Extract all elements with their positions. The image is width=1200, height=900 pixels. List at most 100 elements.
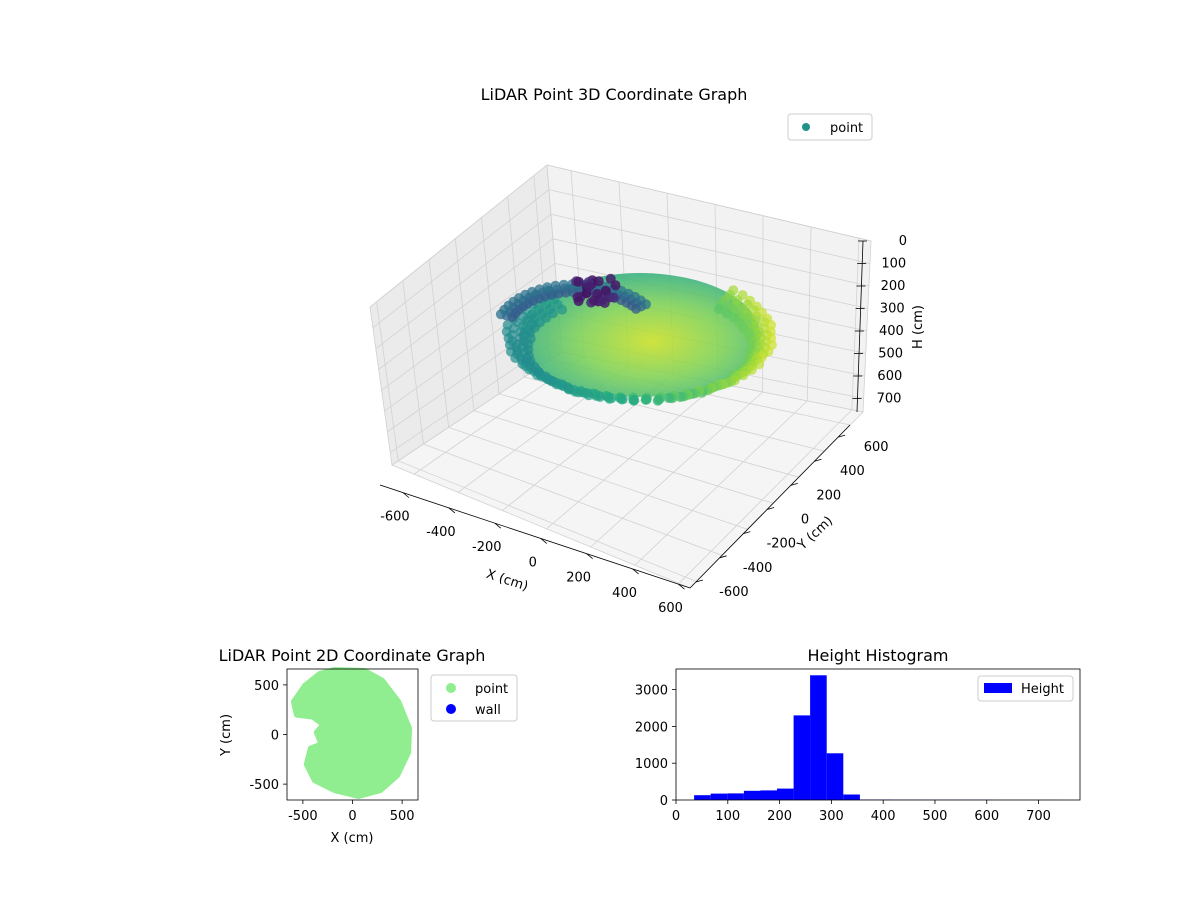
legend-box [977, 675, 1074, 702]
x-tick-label: 200 [767, 809, 792, 824]
x-tick-mark [540, 538, 547, 544]
point-marker [652, 395, 663, 406]
y-tick-label: -400 [743, 561, 773, 576]
histogram-bars [694, 675, 1059, 800]
gridline-z [372, 189, 550, 329]
gridline-x [806, 226, 812, 401]
y-tick-label: 200 [816, 488, 841, 503]
histogram-bar [826, 753, 844, 800]
histogram-title: Height Histogram [808, 646, 949, 665]
y-tick-label: 3000 [635, 684, 668, 699]
legend-2d: point wall [430, 674, 518, 722]
point-marker [593, 276, 604, 287]
y-tick-mark [814, 458, 822, 462]
x-tick-label: -200 [472, 540, 502, 555]
y-tick-mark [695, 579, 704, 583]
x-tick-label: 400 [612, 586, 637, 601]
x-tick-mark [678, 583, 685, 590]
gridline-y [448, 426, 748, 530]
y-tick-label: 0 [660, 794, 668, 809]
legend-swatch-height [984, 683, 1012, 693]
x-tick-label: -400 [426, 525, 456, 540]
chart-2d: LiDAR Point 2D Coordinate Graph -500 0 500… [219, 646, 518, 846]
legend-label-height: Height [1021, 682, 1064, 697]
y-axis-line [689, 424, 851, 589]
point-marker [641, 299, 651, 310]
y-tick-label: -600 [719, 585, 749, 600]
y-tick-mark [838, 434, 846, 438]
histogram-bar [793, 715, 811, 800]
y-axis-label-2d: Y (cm) [219, 714, 234, 757]
x-tick-label: 400 [871, 809, 896, 824]
gridline-y [398, 460, 697, 582]
x-tick-mark [448, 507, 456, 514]
x-tick-label: 300 [819, 809, 844, 824]
point-marker [610, 280, 621, 291]
z-tick-label: 0 [899, 234, 907, 249]
z-tick-label: 500 [878, 347, 903, 362]
x-tick-label: 500 [923, 809, 948, 824]
ticks-3d: -600 -400 -200 0 200 400 600 -600 -400 -200 0 200 40… [380, 234, 907, 616]
ticks-2d: -500 0 500 -500 0 500 [249, 679, 414, 824]
gridline-y [473, 410, 774, 504]
gridline-z [548, 189, 871, 264]
gridline-y [428, 259, 450, 428]
legend-label-point: point [475, 682, 508, 697]
gridline-z [369, 164, 548, 308]
z-axis-line [856, 240, 864, 413]
point-marker [557, 304, 568, 315]
legend-histogram: Height [977, 675, 1074, 702]
z-tick-label: 300 [880, 302, 905, 317]
histogram-bar [843, 794, 860, 800]
x-tick-label: -500 [288, 809, 318, 824]
gridline-z [552, 238, 868, 309]
y-tick-mark [790, 482, 798, 486]
point-marker [534, 284, 545, 295]
x-tick-mark [632, 568, 639, 575]
gridline-x [590, 391, 763, 548]
gridline-y [498, 393, 800, 478]
point-marker [557, 379, 568, 390]
y-tick-mark [766, 507, 775, 510]
gridline-y [376, 301, 399, 461]
x-tick-label: 0 [529, 555, 537, 570]
x-tick-label: 600 [974, 809, 999, 824]
point-marker [550, 280, 561, 291]
legend-3d: point [787, 113, 873, 141]
x-tick-mark [402, 492, 410, 498]
gridline-y [402, 280, 424, 445]
histogram-bar [810, 675, 827, 800]
y-tick-mark [743, 531, 751, 535]
x-axis-label-3d: X (cm) [484, 567, 530, 595]
point-marker [584, 281, 594, 292]
y-tick-label: 400 [840, 464, 865, 479]
point-marker [608, 292, 619, 303]
point-region [290, 667, 413, 799]
x-axis-label-2d: X (cm) [331, 831, 374, 846]
gridline-z [375, 213, 552, 349]
point-marker [542, 282, 553, 293]
y-tick-label: 1000 [635, 757, 668, 772]
point-marker [629, 395, 640, 405]
legend-label-wall: wall [475, 703, 501, 718]
point-marker [606, 393, 617, 404]
y-tick-mark [719, 555, 727, 559]
z-tick-label: 600 [877, 369, 902, 384]
histogram-bar [694, 795, 711, 800]
chart-histogram: Height Histogram 0 100 200 300 400 500 600 7000… [635, 646, 1081, 824]
point-marker [573, 387, 584, 398]
y-tick-label: 2000 [635, 720, 668, 735]
point-cloud-3d [495, 273, 777, 406]
point-marker [573, 276, 584, 287]
point-marker [640, 394, 651, 405]
legend-marker-wall [446, 704, 456, 714]
point-marker [588, 295, 599, 306]
gridline-z [550, 213, 869, 287]
gridline-z [378, 238, 554, 370]
z-tick-label: 400 [879, 324, 904, 339]
point-marker [595, 392, 605, 402]
y-tick-label: -500 [249, 778, 279, 793]
gridline-x [678, 409, 853, 584]
point-marker [558, 279, 569, 290]
gridline-y [454, 238, 475, 411]
